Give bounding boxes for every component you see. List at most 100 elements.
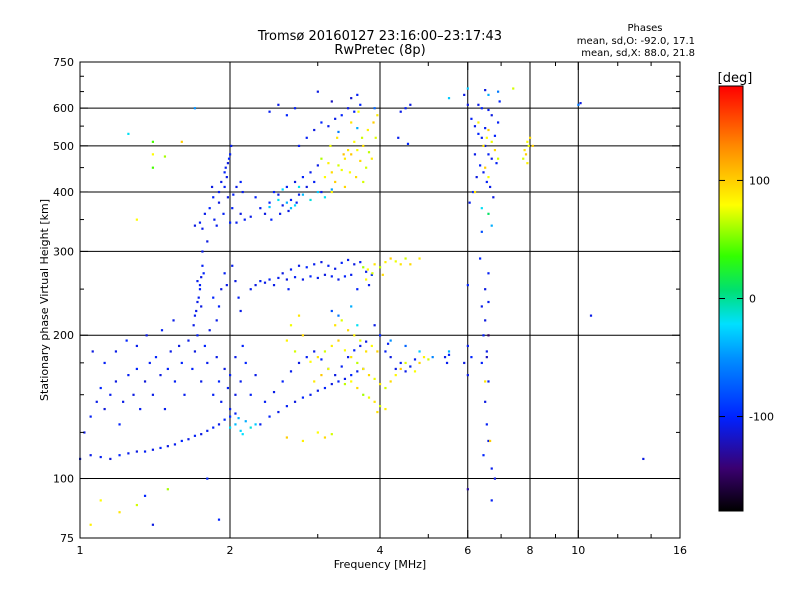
x-tick-label: 6 bbox=[464, 544, 471, 557]
data-point bbox=[484, 127, 487, 130]
data-point bbox=[413, 370, 417, 373]
data-point bbox=[99, 386, 102, 390]
y-axis-label: Stationary phase Virtual Height [km] bbox=[38, 199, 51, 401]
data-point bbox=[272, 190, 276, 194]
data-point bbox=[370, 157, 373, 160]
data-point bbox=[151, 448, 155, 451]
data-point bbox=[316, 164, 319, 167]
data-point bbox=[477, 121, 480, 124]
data-point bbox=[235, 221, 238, 224]
data-point bbox=[259, 423, 262, 426]
data-point bbox=[485, 180, 488, 184]
data-point bbox=[135, 503, 138, 507]
data-point bbox=[277, 103, 280, 106]
data-point bbox=[422, 356, 426, 359]
data-point bbox=[249, 288, 252, 291]
data-point bbox=[343, 275, 347, 278]
data-point bbox=[223, 367, 226, 371]
data-point bbox=[360, 136, 364, 139]
data-point bbox=[285, 405, 288, 408]
data-point bbox=[212, 196, 215, 199]
data-point bbox=[496, 90, 500, 93]
data-point bbox=[309, 171, 312, 174]
data-point bbox=[381, 273, 384, 276]
data-point bbox=[293, 204, 297, 207]
data-point bbox=[485, 423, 488, 426]
data-point bbox=[127, 452, 130, 455]
data-point bbox=[187, 339, 190, 342]
data-point bbox=[180, 439, 183, 443]
stats-x: mean, sd,X: 88.0, 21.8 bbox=[581, 48, 695, 59]
data-point bbox=[159, 446, 162, 450]
stats-o: mean, sd,O: -92.0, 17.1 bbox=[577, 36, 695, 47]
y-tick-label: 75 bbox=[60, 532, 74, 545]
data-point bbox=[193, 434, 197, 437]
data-point bbox=[293, 400, 297, 403]
data-point bbox=[346, 329, 350, 332]
data-point bbox=[379, 334, 382, 337]
data-point bbox=[340, 261, 343, 264]
data-point bbox=[201, 227, 204, 230]
data-point bbox=[498, 100, 501, 103]
data-point bbox=[268, 205, 271, 209]
data-point bbox=[159, 374, 162, 377]
data-point bbox=[480, 136, 483, 139]
data-point bbox=[217, 423, 221, 426]
data-point bbox=[229, 426, 232, 429]
data-point bbox=[234, 412, 237, 415]
x-axis-label: Frequency [MHz] bbox=[334, 558, 426, 571]
chart-title: Tromsø 20160127 23:16:00–23:17:43 bbox=[257, 29, 502, 44]
data-point bbox=[229, 407, 232, 411]
data-point bbox=[337, 278, 340, 281]
data-point bbox=[350, 356, 353, 359]
data-point bbox=[293, 107, 297, 110]
data-point bbox=[135, 218, 138, 221]
data-point bbox=[366, 128, 369, 132]
data-point bbox=[354, 175, 358, 179]
data-point bbox=[277, 193, 280, 196]
data-point bbox=[226, 162, 230, 165]
data-point bbox=[447, 353, 451, 356]
data-point bbox=[329, 144, 332, 148]
data-point bbox=[362, 367, 365, 371]
data-point bbox=[263, 212, 267, 215]
data-point bbox=[206, 361, 209, 365]
data-point bbox=[215, 224, 218, 227]
data-point bbox=[527, 144, 530, 148]
data-point bbox=[330, 309, 333, 313]
data-point bbox=[490, 499, 493, 502]
data-point bbox=[485, 356, 488, 359]
data-point bbox=[495, 162, 498, 165]
data-point bbox=[480, 361, 483, 365]
data-point bbox=[227, 157, 231, 160]
data-point bbox=[323, 196, 327, 199]
data-point bbox=[496, 121, 500, 124]
data-point bbox=[220, 400, 223, 403]
data-point bbox=[524, 153, 528, 156]
stats-title: Phases bbox=[627, 23, 662, 34]
data-point bbox=[285, 436, 288, 439]
data-point bbox=[487, 272, 490, 275]
data-point bbox=[173, 380, 177, 383]
plot-area: 1 2 4 6 8 10 16 75 100 200 300 400 500 600 750 bbox=[53, 56, 687, 557]
data-point bbox=[323, 386, 327, 390]
data-point bbox=[313, 350, 316, 353]
data-point bbox=[263, 400, 267, 403]
data-point bbox=[287, 209, 290, 213]
data-point bbox=[376, 410, 379, 414]
data-point bbox=[172, 319, 175, 322]
data-point bbox=[208, 207, 211, 210]
data-point bbox=[394, 374, 397, 377]
data-point bbox=[293, 350, 297, 353]
data-point bbox=[239, 309, 242, 313]
data-point bbox=[365, 270, 368, 273]
data-point bbox=[281, 272, 284, 275]
data-point bbox=[330, 100, 333, 103]
data-point bbox=[346, 107, 350, 110]
data-point bbox=[223, 272, 226, 275]
data-point bbox=[418, 350, 421, 353]
data-point bbox=[447, 350, 451, 353]
data-point bbox=[340, 365, 343, 368]
data-point bbox=[418, 257, 421, 260]
data-point bbox=[297, 193, 301, 196]
